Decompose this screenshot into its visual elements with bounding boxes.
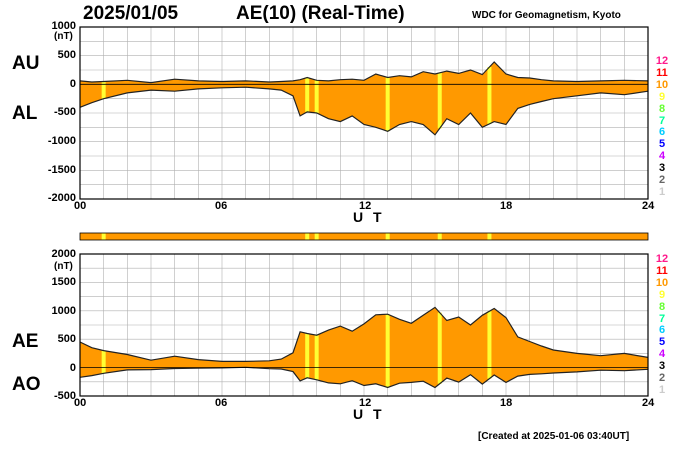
legend-item: 7: [658, 312, 666, 325]
xtick-1-4: 24: [642, 200, 655, 212]
ytick-2-3: 500: [57, 333, 76, 345]
station-count-legend-1: 12 11 10 9 8 7 6 5 4 3 2 1: [654, 55, 670, 199]
xtick-2-0: 00: [74, 397, 87, 409]
series-au-line: [79, 61, 649, 84]
created-timestamp: [Created at 2025-01-06 03:40UT]: [478, 431, 630, 442]
legend-item: 8: [658, 300, 666, 313]
series-al-line: [79, 86, 649, 136]
station-bar-drop: [487, 233, 492, 240]
legend-item: 4: [658, 150, 666, 163]
ao-label: AO: [12, 374, 41, 395]
station-bar-drop: [305, 233, 310, 240]
xtick-2-3: 18: [500, 397, 513, 409]
legend-item: 3: [658, 162, 666, 175]
station-drop-mark: [305, 77, 310, 112]
station-bar-drop: [385, 233, 390, 240]
legend-item: 11: [656, 66, 668, 79]
station-bar-drop: [314, 233, 319, 240]
station-drop-mark: [487, 311, 492, 379]
xtick-2-4: 24: [642, 397, 655, 409]
legend-item: 5: [658, 138, 666, 151]
station-drop-mark: [385, 314, 390, 388]
ytick-1-3: -500: [53, 106, 76, 118]
legend-item: 6: [658, 126, 666, 139]
station-drop-mark: [385, 77, 390, 132]
station-drop-mark: [314, 80, 319, 113]
station-drop-mark: [101, 350, 106, 374]
station-count-bar: [79, 232, 649, 241]
legend-item: 12: [655, 55, 669, 67]
legend-item: 9: [658, 288, 666, 301]
legend-item: 1: [658, 185, 666, 198]
legend-item: 6: [658, 324, 666, 337]
au-label: AU: [12, 53, 40, 74]
xlabel-2: U T: [353, 406, 385, 422]
station-bar-drop: [437, 233, 442, 240]
station-bar-base: [79, 232, 649, 241]
series-ao-line: [79, 366, 649, 389]
ytick-2-1: 1500: [51, 276, 76, 288]
xtick-1-1: 06: [215, 200, 228, 212]
ytick-1-6: -2000: [47, 192, 76, 204]
legend-item: 11: [656, 264, 668, 277]
xtick-2-2: 12: [359, 397, 372, 409]
ylabel-unit-1: (nT): [54, 31, 73, 42]
ytick-1-1: 500: [57, 49, 76, 61]
legend-item: 9: [658, 90, 666, 103]
xlabel-1: U T: [353, 209, 385, 225]
legend-item: 3: [658, 360, 666, 373]
ytick-1-2: 0: [69, 78, 76, 90]
legend-item: 1: [658, 383, 666, 396]
ytick-1-4: -1000: [47, 135, 76, 147]
station-drop-mark: [314, 335, 319, 380]
series-ae-line: [79, 306, 649, 362]
station-drop-mark: [305, 333, 310, 378]
legend-item: 12: [655, 253, 669, 265]
xtick-2-1: 06: [215, 397, 228, 409]
station-drop-mark: [101, 81, 106, 99]
legend-item: 5: [658, 336, 666, 349]
au-al-panel: [79, 26, 649, 200]
plot-frame: [79, 253, 649, 397]
legend-item: 4: [658, 348, 666, 361]
xtick-1-2: 12: [359, 200, 372, 212]
source-label: WDC for Geomagnetism, Kyoto: [472, 10, 621, 21]
ytick-1-5: -1500: [47, 164, 76, 176]
ytick-2-2: 1000: [51, 305, 76, 317]
legend-item: 2: [658, 372, 666, 385]
envelope-fill: [80, 62, 648, 135]
station-bar-drop: [101, 233, 106, 240]
station-count-legend-2: 12 11 10 9 8 7 6 5 4 3 2 1: [654, 253, 670, 397]
ytick-1-0: 1000: [51, 20, 76, 32]
chart-title: AE(10) (Real-Time): [236, 3, 405, 24]
ae-ao-panel: [79, 253, 649, 397]
xtick-1-3: 18: [500, 200, 513, 212]
ytick-2-5: -500: [53, 390, 76, 402]
xtick-1-0: 00: [74, 200, 87, 212]
date-label: 2025/01/05: [83, 3, 179, 24]
ytick-2-4: 0: [69, 362, 76, 374]
legend-item: 10: [655, 276, 669, 289]
legend-item: 7: [658, 114, 666, 127]
station-drop-mark: [487, 67, 492, 124]
ytick-2-0: 2000: [51, 248, 76, 260]
al-label: AL: [12, 103, 38, 124]
legend-item: 2: [658, 174, 666, 187]
plot-frame: [79, 26, 649, 200]
ylabel-unit-2: (nT): [54, 261, 73, 272]
ae-label: AE: [12, 331, 39, 352]
station-drop-mark: [437, 72, 442, 129]
legend-item: 8: [658, 102, 666, 115]
legend-item: 10: [655, 78, 669, 91]
station-drop-mark: [437, 312, 442, 384]
